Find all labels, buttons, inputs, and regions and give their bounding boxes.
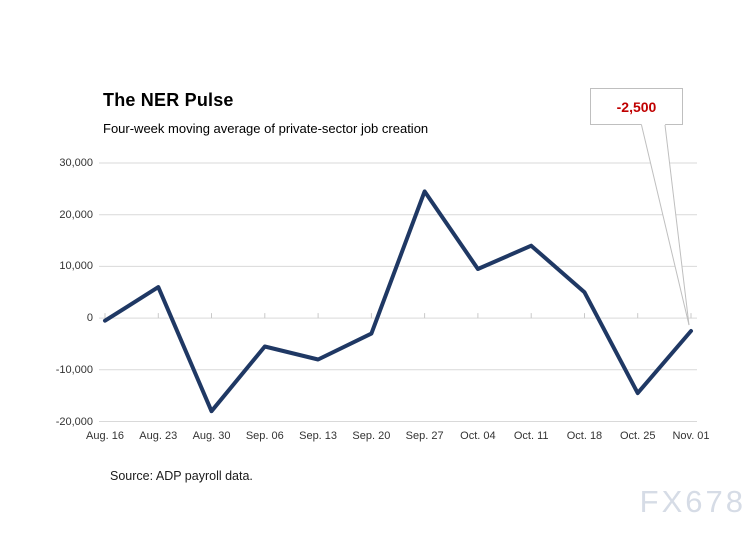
watermark: FX678 [639,484,746,519]
chart-subtitle: Four-week moving average of private-sect… [103,121,429,136]
callout-pointer-edge [664,124,690,326]
x-tick-label: Aug. 30 [192,430,231,442]
x-tick-label: Nov. 01 [672,430,710,442]
y-tick-label: 20,000 [59,208,93,221]
y-tick-label: 10,000 [59,260,93,273]
x-tick-label: Oct. 11 [513,430,549,442]
x-tick-label: Sep. 06 [245,430,284,442]
source-note: Source: ADP payroll data. [110,469,253,483]
y-tick-label: 30,000 [59,157,93,169]
y-tick-label: -20,000 [55,415,93,428]
y-tick-label: 0 [86,312,93,325]
x-tick-label: Sep. 20 [352,430,391,442]
callout-pointer-edge [641,124,690,326]
y-tick-label: -10,000 [55,363,93,376]
callout-value: -2,500 [616,98,657,115]
x-tick-label: Sep. 13 [299,430,338,442]
x-tick-label: Sep. 27 [405,430,444,442]
series-line [103,189,693,414]
x-tick-label: Oct. 04 [460,430,496,442]
x-tick-label: Aug. 16 [86,430,124,442]
x-tick-label: Oct. 18 [566,430,603,442]
x-tick-label: Oct. 25 [619,430,656,442]
x-tick-label: Aug. 23 [139,430,178,442]
callout-box [590,88,683,125]
chart-title: The NER Pulse [103,90,234,110]
